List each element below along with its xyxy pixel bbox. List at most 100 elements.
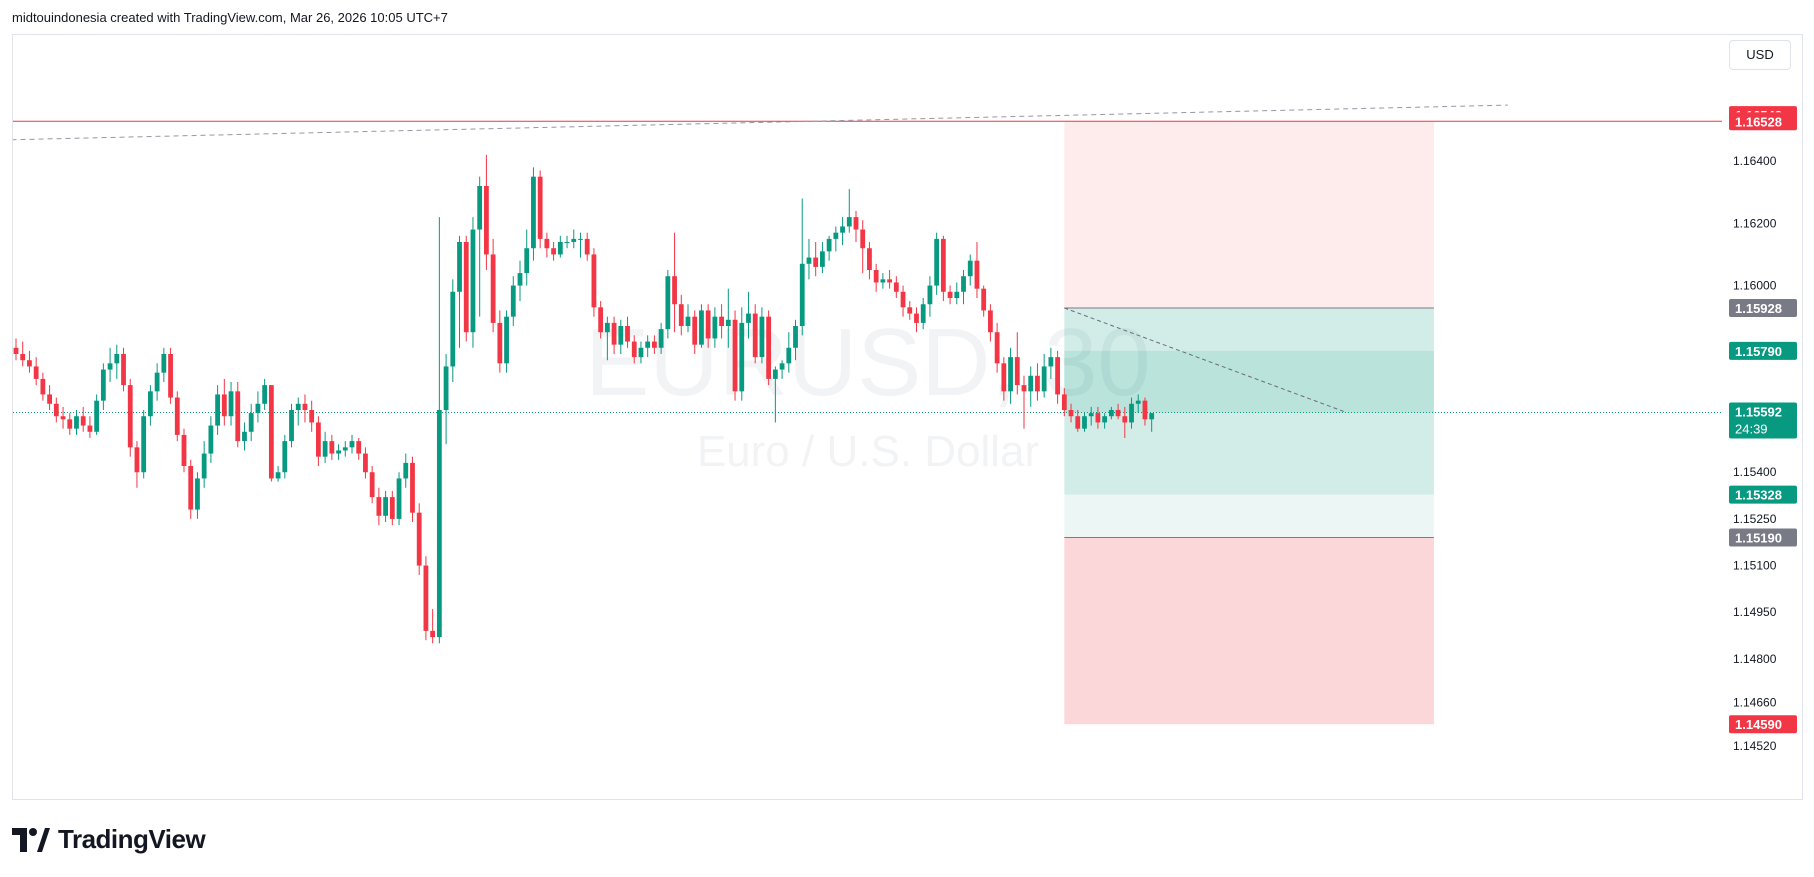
candle: [618, 319, 624, 354]
candle: [1135, 394, 1141, 414]
candle: [100, 363, 106, 410]
candle-body: [363, 453, 368, 473]
candle: [47, 385, 52, 410]
candle-body: [13, 347, 19, 354]
candle-body: [20, 354, 26, 361]
candle: [396, 472, 402, 526]
candle-body: [732, 319, 738, 392]
candle-body: [94, 400, 100, 432]
candle: [598, 301, 604, 339]
x-tick-label: 12:00: [366, 777, 399, 792]
candle: [880, 273, 886, 289]
candle: [954, 282, 960, 305]
candle-body: [746, 313, 751, 323]
candle: [813, 242, 819, 277]
candle: [484, 154, 489, 270]
candle-body: [356, 441, 362, 454]
candle-body: [1055, 357, 1060, 395]
candle: [221, 378, 227, 426]
candle-body: [752, 313, 758, 358]
candle-body: [430, 630, 436, 638]
candle-body: [934, 238, 940, 286]
candle: [430, 609, 436, 644]
candle: [33, 357, 39, 386]
price-badge-label: 1.15592: [1735, 404, 1782, 419]
candle-body: [517, 273, 523, 286]
candle-body: [1095, 413, 1101, 423]
candle: [148, 385, 153, 426]
candle: [174, 391, 180, 442]
candle-body: [148, 391, 153, 417]
candle: [74, 410, 79, 435]
candle-body: [1075, 416, 1081, 429]
candle: [497, 310, 503, 373]
candle-body: [988, 310, 993, 333]
candle: [1142, 397, 1148, 426]
candle: [27, 350, 32, 373]
x-tick-label: 06:00: [608, 777, 641, 792]
candle-body: [349, 441, 355, 448]
candle: [248, 403, 254, 442]
candle: [860, 220, 866, 274]
candle-body: [443, 366, 449, 410]
candle: [705, 304, 711, 348]
candle-body: [1108, 410, 1114, 417]
candle-body: [793, 326, 798, 348]
candle: [604, 316, 610, 361]
candle-body: [685, 316, 691, 326]
candle-body: [336, 450, 341, 454]
currency-button[interactable]: USD: [1729, 40, 1791, 70]
candle: [141, 410, 147, 479]
candle-body: [705, 310, 711, 339]
candle-body: [652, 341, 657, 348]
candle-body: [1008, 357, 1013, 392]
candle-body: [699, 310, 704, 345]
candle: [772, 366, 778, 423]
y-tick-label: 1.16000: [1733, 279, 1777, 293]
x-tick-label: 18:00: [769, 777, 802, 792]
candle-body: [766, 316, 772, 379]
candle-body: [1102, 416, 1108, 423]
position-zone-1: [1064, 307, 1434, 495]
candle-body: [1082, 416, 1087, 429]
candle: [524, 229, 530, 286]
candle-body: [275, 472, 281, 479]
candle: [551, 242, 556, 261]
candle-body: [994, 332, 1000, 364]
candle: [625, 316, 630, 348]
x-tick-label: 06:00: [930, 777, 963, 792]
candle-body: [833, 232, 839, 239]
candle: [887, 270, 892, 289]
candle-body: [564, 242, 570, 243]
candle: [255, 391, 261, 423]
candle: [1129, 397, 1134, 429]
candle: [1041, 354, 1047, 398]
price-badge: [1729, 112, 1797, 131]
tradingview-logo[interactable]: TradingView: [12, 824, 206, 855]
price-badge-label: 1.15790: [1735, 344, 1782, 359]
candle: [1075, 410, 1081, 432]
price-badge: [1729, 402, 1797, 439]
price-badge: [1729, 485, 1797, 504]
candle-body: [410, 462, 415, 513]
candle-body: [268, 385, 274, 479]
candle: [242, 422, 247, 451]
candle: [611, 316, 617, 354]
candle-body: [557, 242, 563, 255]
candle-body: [524, 248, 530, 274]
candle: [1115, 403, 1121, 420]
candle: [531, 167, 536, 261]
trendline-top: [13, 104, 1508, 141]
candle-body: [201, 453, 207, 479]
candle-body: [114, 354, 120, 364]
candle-body: [67, 419, 73, 429]
candle-body: [100, 369, 106, 401]
candle: [275, 466, 281, 482]
candle-body: [887, 279, 892, 283]
candle: [564, 235, 570, 249]
candle-body: [1088, 413, 1094, 417]
candle-body: [416, 512, 422, 566]
candle: [302, 394, 308, 423]
